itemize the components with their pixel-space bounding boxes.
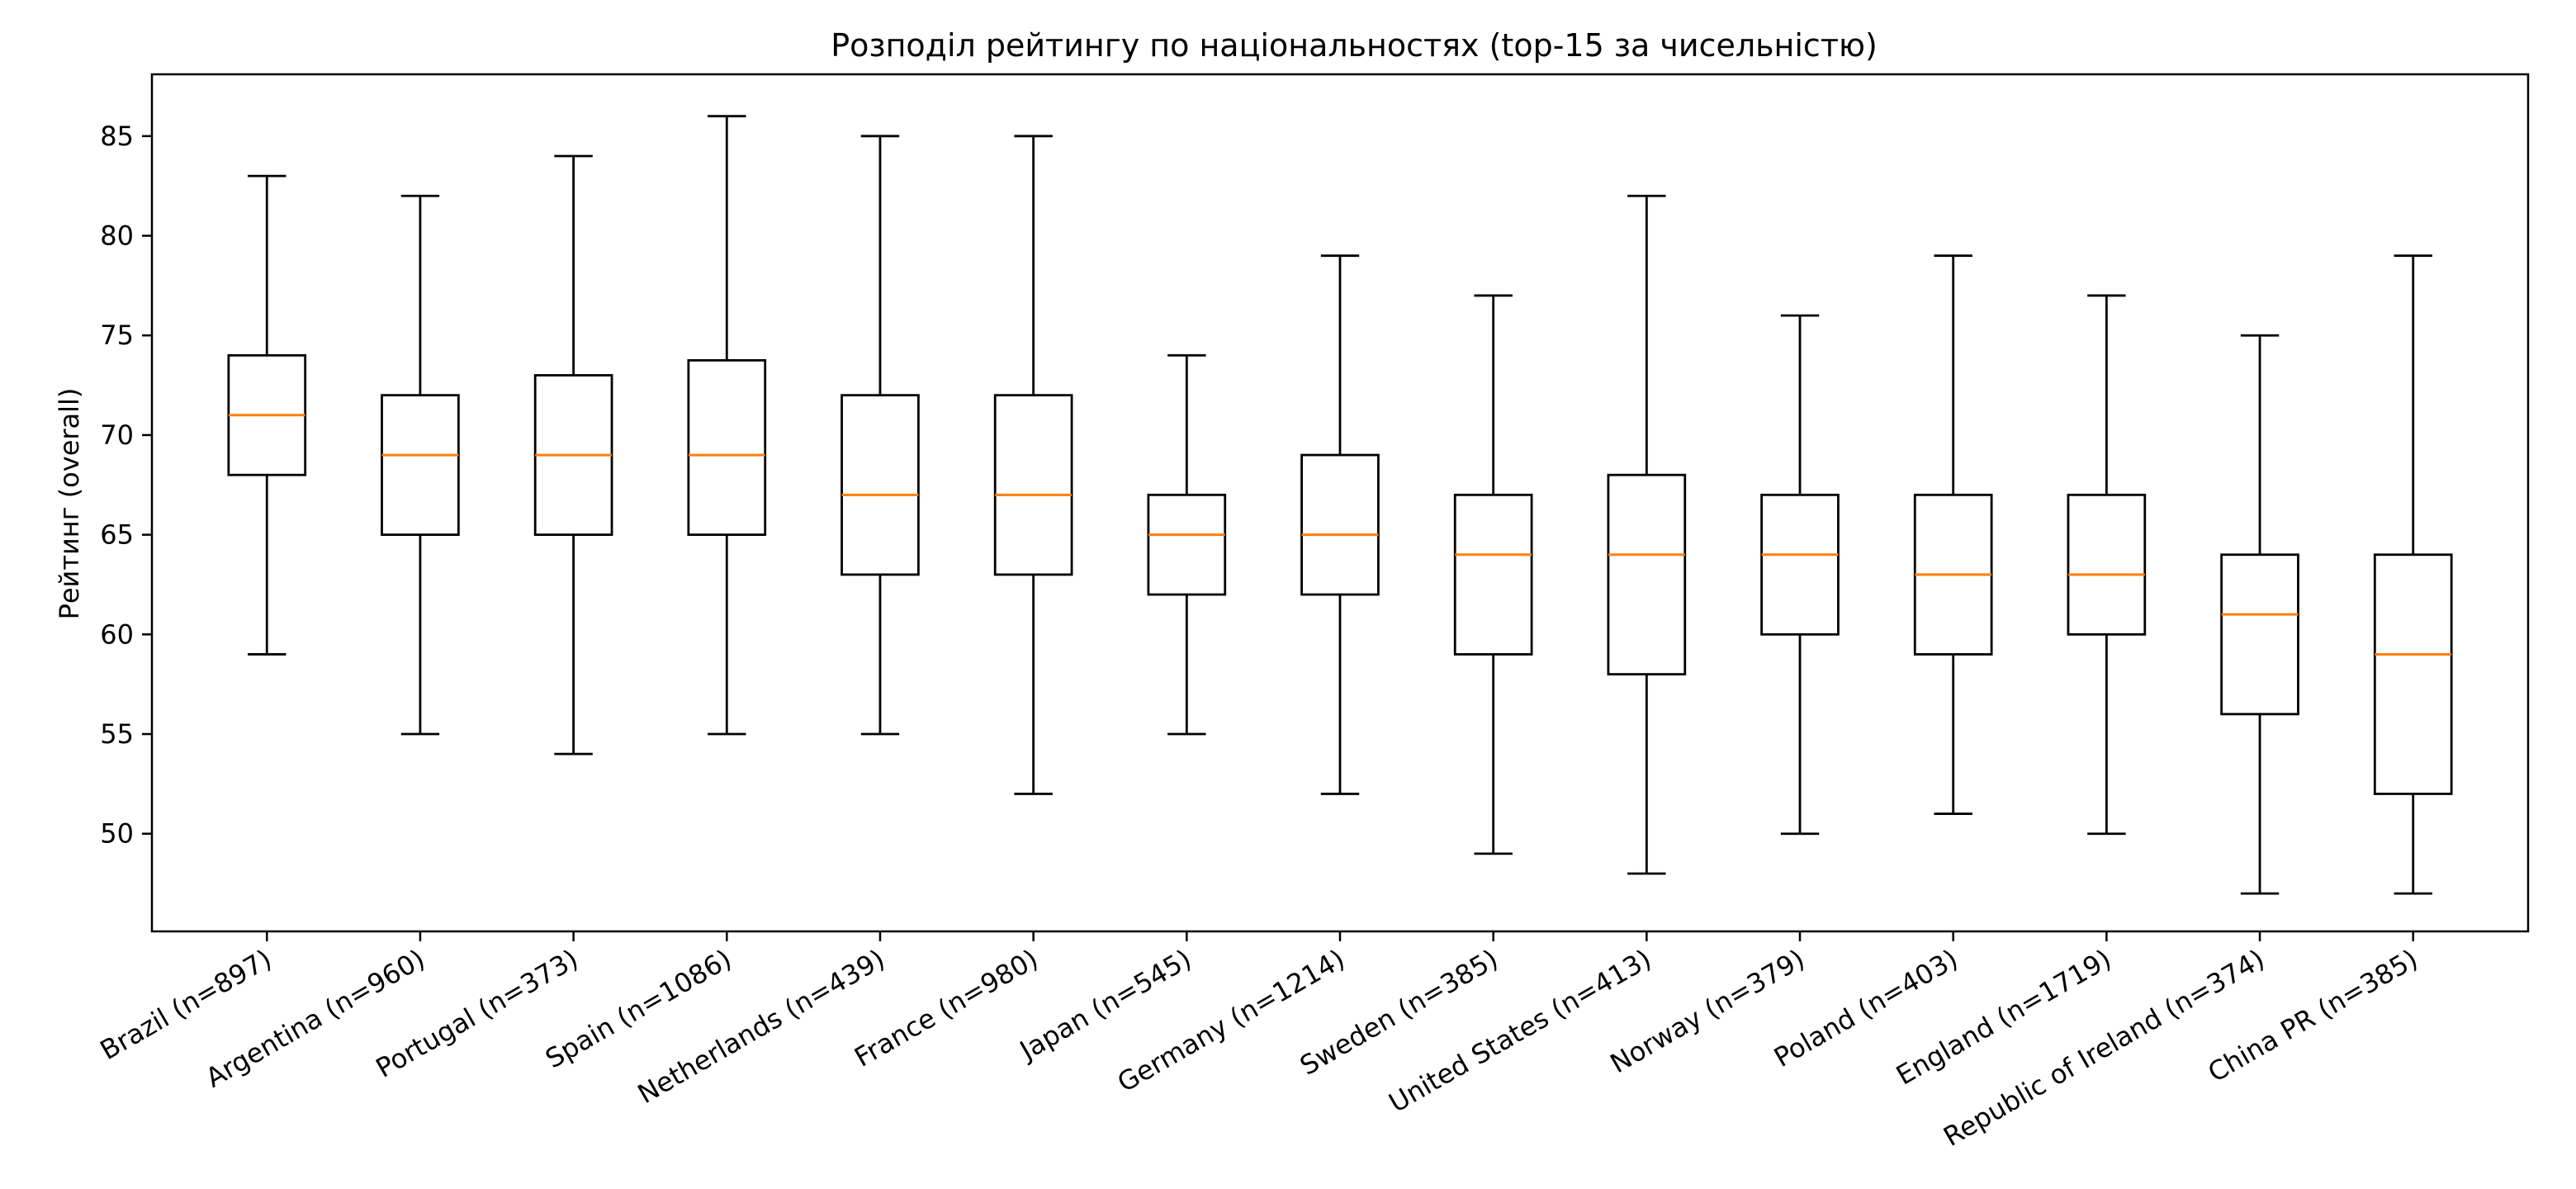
y-tick-label: 65	[100, 519, 134, 551]
box-item	[1760, 314, 1840, 836]
y-tick-label: 60	[100, 618, 134, 650]
iqr-box	[1300, 453, 1380, 596]
iqr-box	[1453, 493, 1533, 656]
iqr-box	[993, 394, 1073, 576]
y-axis: 50 55 60 65 70 75 80 85	[100, 121, 152, 850]
box-item	[687, 115, 767, 736]
iqr-box	[381, 394, 460, 537]
box-item	[2373, 254, 2453, 895]
box-item	[841, 135, 920, 736]
box-item	[2067, 294, 2147, 836]
plot-frame	[150, 73, 2530, 933]
box-item	[1147, 353, 1227, 736]
box-item	[2220, 334, 2299, 895]
box-item	[381, 194, 460, 736]
iqr-box	[841, 394, 920, 576]
y-tick-label: 80	[100, 220, 134, 252]
iqr-box	[2220, 553, 2299, 716]
box-series	[227, 115, 2453, 895]
box-item	[533, 154, 613, 756]
y-tick-label: 70	[100, 419, 134, 451]
iqr-box	[2067, 493, 2147, 636]
iqr-box	[1607, 473, 1687, 676]
x-tick-label: Netherlands (n=439)	[632, 943, 890, 1110]
y-tick-label: 55	[100, 718, 134, 750]
x-axis: Brazil (n=897)Argentina (n=960)Portugal …	[95, 931, 2423, 1153]
y-tick-label: 85	[100, 121, 134, 152]
box-item	[993, 135, 1073, 795]
y-tick-label: 75	[100, 320, 134, 351]
iqr-box	[2373, 553, 2453, 795]
x-tick-label: United States (n=413)	[1384, 943, 1657, 1119]
box-item	[227, 174, 307, 656]
box-item	[1300, 254, 1380, 795]
y-axis-label: Рейтинг (overall)	[54, 388, 85, 620]
chart-title: Розподіл рейтингу по національностях (to…	[831, 27, 1878, 64]
box-item	[1453, 294, 1533, 855]
box-item	[1607, 194, 1687, 875]
iqr-box	[1147, 493, 1227, 596]
iqr-box	[1760, 493, 1840, 636]
box-item	[1913, 254, 1993, 815]
iqr-box	[687, 359, 767, 537]
y-tick-label: 50	[100, 818, 134, 850]
